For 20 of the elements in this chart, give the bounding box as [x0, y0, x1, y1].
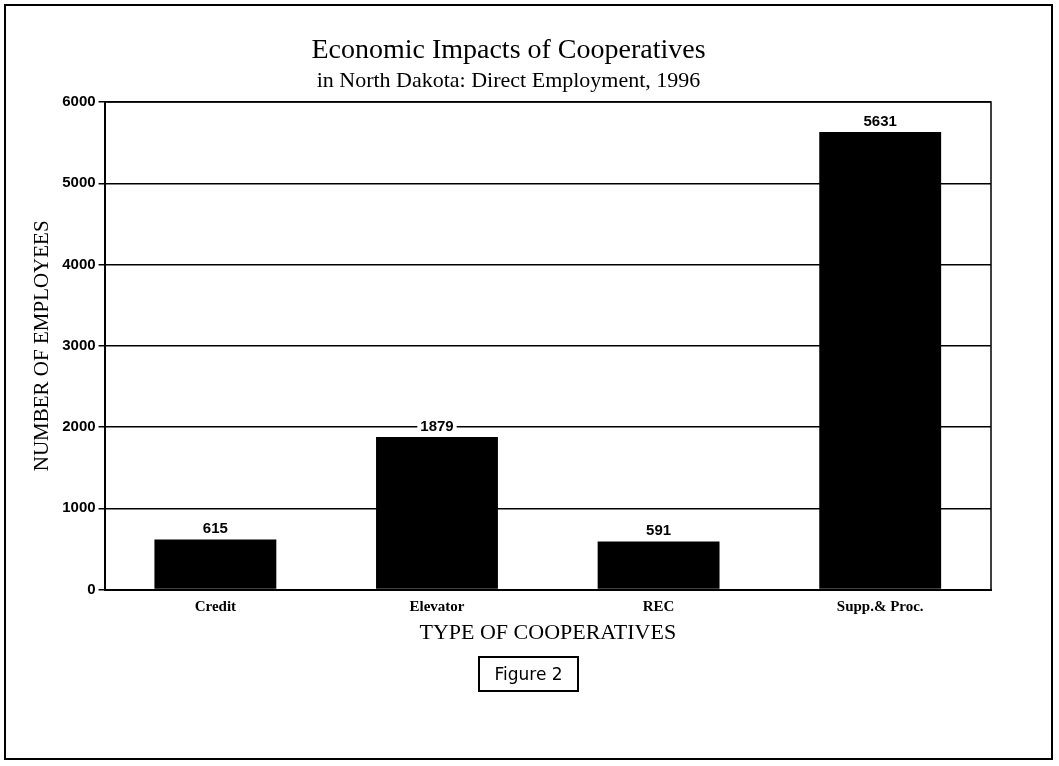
data-label: 5631 — [863, 111, 897, 129]
data-label: 1879 — [420, 416, 454, 434]
y-tick-label: 0 — [87, 579, 96, 597]
data-label: 615 — [202, 519, 228, 537]
y-tick-label: 1000 — [62, 498, 96, 516]
y-tick-label: 3000 — [62, 335, 96, 353]
chart-title: Economic Impacts of Cooperatives — [311, 33, 706, 65]
x-tick-label: Elevator — [409, 598, 465, 615]
data-label: 591 — [646, 521, 672, 539]
x-tick-label: Credit — [194, 598, 237, 615]
y-tick-label: 4000 — [62, 254, 96, 272]
chart-subtitle: in North Dakota: Direct Employment, 1996 — [316, 66, 701, 92]
x-axis-title: TYPE OF COOPERATIVES — [419, 618, 677, 644]
y-tick-label: 5000 — [62, 173, 96, 191]
y-tick-label: 6000 — [62, 92, 96, 110]
x-tick-label: REC — [642, 598, 675, 615]
x-tick-label: Supp.& Proc. — [836, 598, 924, 615]
caption: Figure 2 — [478, 656, 579, 692]
y-axis-title: NUMBER OF EMPLOYEES — [29, 220, 54, 472]
y-tick-label: 2000 — [62, 417, 96, 435]
